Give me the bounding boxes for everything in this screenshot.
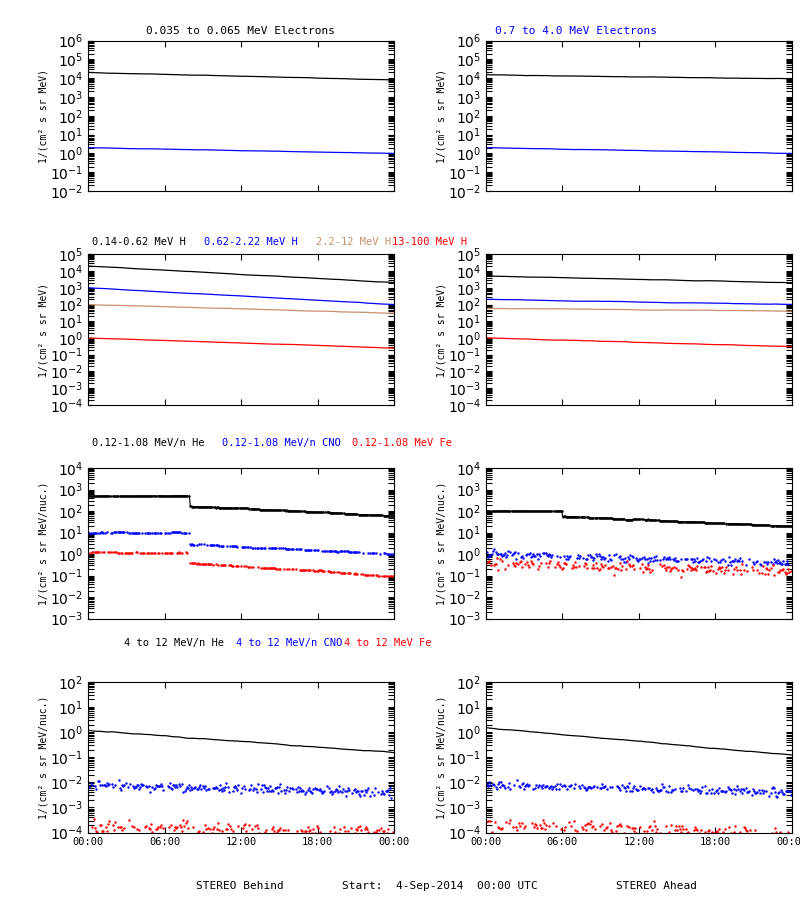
Text: 0.14-0.62 MeV H: 0.14-0.62 MeV H xyxy=(92,237,186,247)
Text: 4 to 12 MeV/n He: 4 to 12 MeV/n He xyxy=(124,638,224,648)
Text: 2.2-12 MeV H: 2.2-12 MeV H xyxy=(316,237,391,247)
Text: 4 to 12 MeV Fe: 4 to 12 MeV Fe xyxy=(344,638,431,648)
Y-axis label: 1/(cm² s sr MeV/nuc.): 1/(cm² s sr MeV/nuc.) xyxy=(436,696,446,819)
Text: STEREO Ahead: STEREO Ahead xyxy=(615,881,697,891)
Text: 0.12-1.08 MeV/n CNO: 0.12-1.08 MeV/n CNO xyxy=(222,438,341,448)
Y-axis label: 1/(cm² s sr MeV): 1/(cm² s sr MeV) xyxy=(38,68,49,163)
Y-axis label: 1/(cm² s sr MeV/nuc.): 1/(cm² s sr MeV/nuc.) xyxy=(38,482,49,605)
Text: 0.12-1.08 MeV/n He: 0.12-1.08 MeV/n He xyxy=(92,438,205,448)
Y-axis label: 1/(cm² s sr MeV/nuc.): 1/(cm² s sr MeV/nuc.) xyxy=(436,482,446,605)
Y-axis label: 1/(cm² s sr MeV): 1/(cm² s sr MeV) xyxy=(437,68,446,163)
Y-axis label: 1/(cm² s sr MeV/nuc.): 1/(cm² s sr MeV/nuc.) xyxy=(38,696,48,819)
Text: STEREO Behind: STEREO Behind xyxy=(196,881,284,891)
Text: 4 to 12 MeV/n CNO: 4 to 12 MeV/n CNO xyxy=(236,638,342,648)
Text: Start:  4-Sep-2014  00:00 UTC: Start: 4-Sep-2014 00:00 UTC xyxy=(342,881,538,891)
Text: 0.12-1.08 MeV Fe: 0.12-1.08 MeV Fe xyxy=(352,438,452,448)
Text: 0.035 to 0.065 MeV Electrons: 0.035 to 0.065 MeV Electrons xyxy=(146,26,334,36)
Text: 0.62-2.22 MeV H: 0.62-2.22 MeV H xyxy=(204,237,298,247)
Text: 13-100 MeV H: 13-100 MeV H xyxy=(392,237,467,247)
Y-axis label: 1/(cm² s sr MeV): 1/(cm² s sr MeV) xyxy=(436,283,446,376)
Y-axis label: 1/(cm² s sr MeV): 1/(cm² s sr MeV) xyxy=(38,283,48,376)
Text: 0.7 to 4.0 MeV Electrons: 0.7 to 4.0 MeV Electrons xyxy=(495,26,657,36)
